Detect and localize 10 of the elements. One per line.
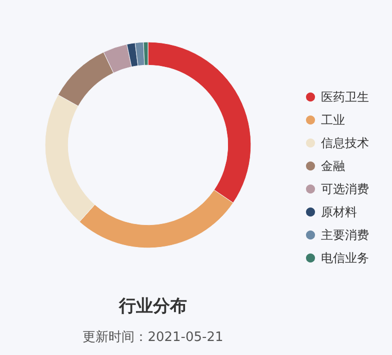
legend-label: 可选消费 [321,182,369,196]
legend-label: 主要消费 [321,228,369,242]
text: 行业分布 [118,296,187,316]
legend-label: 电信业务 [321,251,369,265]
legend-label: 医药卫生 [321,90,369,104]
text: 更新时间：2021-05-21 [82,330,224,345]
legend-label: 金融 [321,159,345,173]
legend-label: 信息技术 [321,136,369,150]
legend-label: 原材料 [321,205,357,219]
legend-label: 工业 [321,113,345,127]
